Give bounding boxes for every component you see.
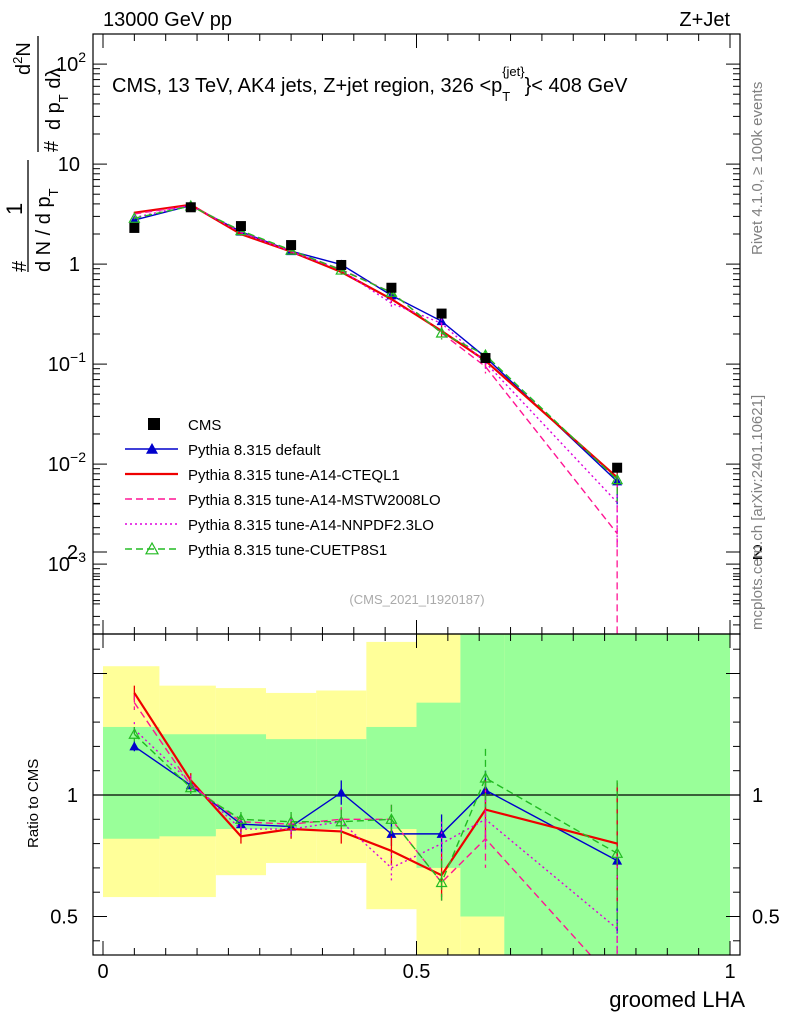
band-stat-bin — [366, 726, 417, 830]
legend-entry: Pythia 8.315 default — [125, 442, 321, 459]
data-point — [129, 222, 140, 233]
ratio-tick-label-left: 2 — [67, 542, 78, 564]
top-panel-series — [128, 199, 624, 634]
legend-label: Pythia 8.315 default — [188, 442, 321, 459]
data-point — [436, 308, 447, 319]
y-tick-label: 10 — [58, 154, 80, 176]
ratio-tick-label-left: 1 — [67, 785, 78, 807]
data-point — [386, 282, 397, 293]
legend-label: Pythia 8.315 tune-A14-CTEQL1 — [188, 467, 400, 484]
y-tick-label: 102 — [56, 49, 86, 76]
ratio-point — [385, 813, 398, 824]
series-line — [134, 203, 618, 479]
ratio-point — [336, 787, 347, 797]
x-axis-title: groomed LHA — [609, 987, 745, 1012]
analysis-id: (CMS_2021_I1920187) — [349, 592, 484, 607]
y-tick-label: 1 — [69, 254, 80, 276]
region-label: CMS, 13 TeV, AK4 jets, Z+jet region, 326… — [112, 64, 628, 104]
legend-label: Pythia 8.315 tune-A14-MSTW2008LO — [188, 492, 441, 509]
series-point — [128, 212, 141, 223]
y-title-den-1: d N / d pT — [33, 188, 61, 272]
ratio-point — [129, 741, 140, 751]
y-title-hash-2: # — [41, 140, 63, 152]
ratio-point — [285, 815, 298, 827]
legend-entry: Pythia 8.315 tune-A14-MSTW2008LO — [125, 492, 441, 509]
data-point — [336, 259, 347, 270]
band-stat-bin — [416, 702, 461, 868]
y-axis-title-ratio: Ratio to CMS — [25, 759, 42, 848]
y-title-den-2: d pT dλ — [43, 68, 71, 130]
legend-entry: Pythia 8.315 tune-CUETP8S1 — [125, 541, 387, 559]
y-tick-label: 10−2 — [48, 449, 86, 476]
header-left: 13000 GeV pp — [103, 9, 232, 31]
series-point — [611, 473, 624, 485]
legend-label: CMS — [188, 417, 221, 434]
y-title-num-1: 1 — [2, 203, 27, 215]
legend-label: Pythia 8.315 tune-A14-NNPDF2.3LO — [188, 517, 434, 534]
axis-ticks — [93, 33, 740, 955]
y-tick-label: 10−1 — [48, 349, 86, 376]
ratio-panel-series — [93, 685, 740, 955]
ratio-series-group — [93, 685, 740, 955]
header-right: Z+Jet — [679, 9, 730, 31]
series-line — [134, 204, 618, 534]
y-tick-label: 10−3 — [48, 549, 86, 576]
data-point — [235, 221, 246, 232]
series-line — [134, 204, 618, 503]
series-point — [436, 316, 447, 326]
ratio-point — [611, 847, 624, 858]
rivet-label: Rivet 4.1.0, ≥ 100k events — [749, 82, 766, 255]
y-title-hash-1: # — [9, 260, 31, 272]
x-tick-label: 1 — [724, 961, 735, 983]
ratio-point — [184, 781, 197, 793]
ratio-point — [234, 813, 247, 824]
ratio-point — [435, 876, 448, 888]
legend-marker — [144, 541, 160, 555]
mcplots-label: mcplots.cern.ch [arXiv:2401.10621] — [749, 395, 766, 630]
ratio-line — [133, 702, 592, 955]
legend: CMS Pythia 8.315 default Pythia 8.315 tune… — [125, 417, 441, 559]
legend-entry: CMS — [148, 417, 221, 434]
legend-entry: Pythia 8.315 tune-A14-CTEQL1 — [125, 467, 400, 484]
ratio-point — [479, 771, 492, 783]
band-stat-bin — [159, 734, 216, 837]
band-stat-bin — [460, 634, 505, 917]
series-point — [435, 326, 448, 338]
series-line — [134, 205, 618, 481]
y-title-num-2: d2N — [10, 42, 35, 75]
legend-label: Pythia 8.315 tune-CUETP8S1 — [188, 542, 387, 559]
ratio-tick-label-right: 1 — [752, 785, 763, 807]
legend-entry: Pythia 8.315 tune-A14-NNPDF2.3LO — [125, 517, 434, 534]
series-line — [134, 204, 618, 482]
ratio-point — [335, 815, 348, 827]
band-stat-bin — [103, 726, 160, 839]
data-point — [185, 202, 196, 213]
ratio-tick-label-right: 0.5 — [752, 907, 780, 929]
legend-marker — [146, 443, 158, 454]
y-axis-title-top: # 1 d N / d pT # d2N d pT dλ — [2, 36, 71, 272]
ratio-point — [128, 728, 141, 739]
data-point — [612, 462, 623, 473]
ratio-tick-label-left: 0.5 — [50, 907, 78, 929]
data-point — [286, 240, 297, 251]
ratio-tick-label-right: 2 — [752, 542, 763, 564]
legend-marker — [148, 418, 160, 430]
data-point — [480, 353, 491, 364]
x-tick-label: 0 — [97, 961, 108, 983]
x-tick-label: 0.5 — [403, 961, 431, 983]
